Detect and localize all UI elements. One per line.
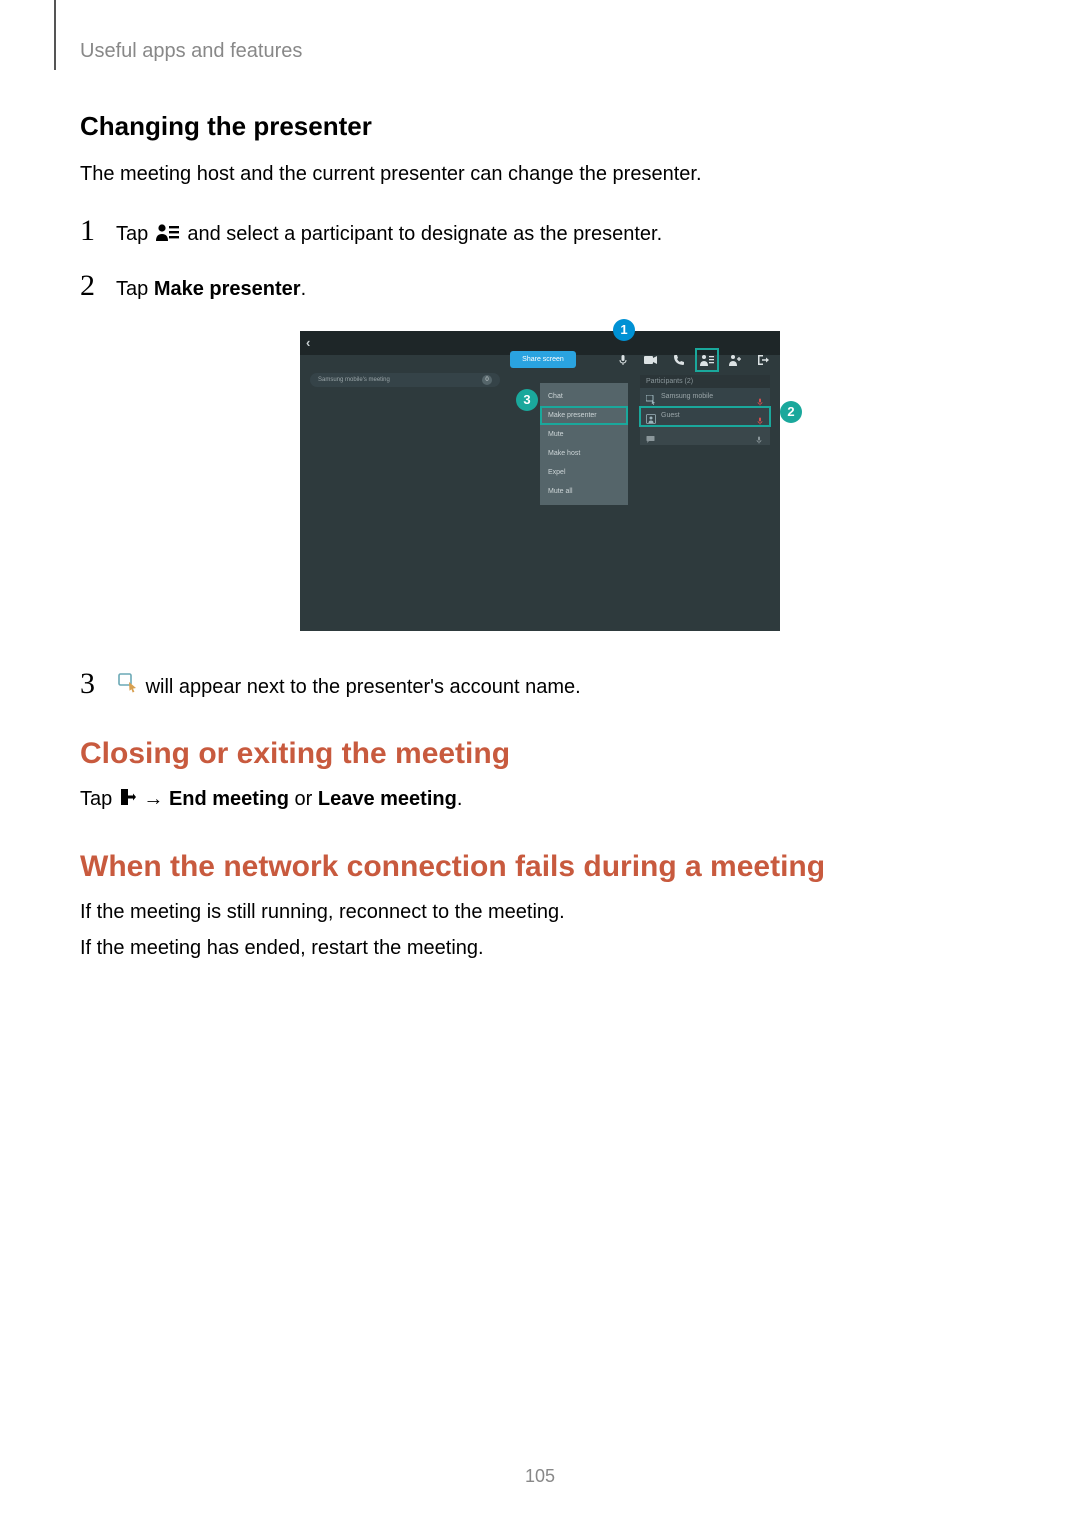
participant-2-avatar-icon: [646, 411, 656, 421]
section2-text: Tap → End meeting or Leave meeting.: [80, 785, 1000, 814]
section-title-network: When the network connection fails during…: [80, 850, 1000, 884]
s2-bold1: End meeting: [169, 788, 289, 810]
mic-mute-icon: [755, 431, 764, 440]
callout-3: 3: [516, 389, 538, 411]
step-1: 1 Tap and select a participant to design…: [80, 216, 1000, 249]
menu-item-chat: Chat: [540, 387, 628, 406]
s2-post: .: [457, 788, 463, 810]
meeting-title-text: Samsung mobile's meeting: [318, 377, 390, 383]
participant-2-name: Guest: [661, 412, 751, 419]
s2-or: or: [289, 788, 318, 810]
callout-2: 2: [780, 401, 802, 423]
menu-item-mute-all: Mute all: [540, 482, 628, 501]
menu-item-make-presenter: Make presenter: [540, 406, 628, 425]
participant-2-mic-icon: [756, 412, 764, 420]
participants-icon: [698, 351, 716, 369]
ss-top-icons: [614, 351, 772, 369]
presenter-pointer-icon-inline: [118, 673, 138, 701]
step2-pre: Tap: [116, 278, 154, 300]
s2-arrow: →: [143, 788, 169, 810]
page-margin-line: [54, 0, 56, 70]
participants-bottom-row: [640, 426, 770, 445]
exit-door-icon: [120, 786, 136, 814]
add-person-icon: [726, 351, 744, 369]
screenshot-container: 1 2 3 ‹ Share screen: [80, 331, 1000, 631]
section1-intro: The meeting host and the current present…: [80, 160, 1000, 188]
step-number-1: 1: [80, 216, 116, 246]
step3-post: will appear next to the presenter's acco…: [146, 676, 581, 698]
menu-item-mute: Mute: [540, 425, 628, 444]
participant-row-1: Samsung mobile: [640, 388, 770, 407]
presenter-pointer-icon: [646, 392, 656, 402]
participant-1-mic-icon: [756, 393, 764, 401]
chat-bubble-icon: [646, 431, 655, 440]
step-2-text: Tap Make presenter.: [116, 271, 306, 303]
s2-bold2: Leave meeting: [318, 788, 457, 810]
step1-post: and select a participant to designate as…: [187, 223, 662, 245]
share-screen-button: Share screen: [510, 351, 576, 368]
menu-item-expel: Expel: [540, 463, 628, 482]
header-breadcrumb: Useful apps and features: [80, 40, 1000, 63]
meeting-title-badge: 0: [482, 375, 492, 385]
participant-1-name: Samsung mobile: [661, 393, 751, 400]
section-title-changing-presenter: Changing the presenter: [80, 111, 1000, 142]
callout-1: 1: [613, 319, 635, 341]
participants-header: Participants (2): [640, 375, 770, 388]
phone-icon: [670, 351, 688, 369]
section-title-closing: Closing or exiting the meeting: [80, 737, 1000, 771]
step-number-3: 3: [80, 669, 116, 699]
step-number-2: 2: [80, 271, 116, 301]
app-screenshot: ‹ Share screen: [300, 331, 780, 631]
section3-line2: If the meeting has ended, restart the me…: [80, 934, 1000, 962]
menu-item-make-host: Make host: [540, 444, 628, 463]
step2-post: .: [301, 278, 307, 300]
participant-context-menu: Chat Make presenter Mute Make host Expel…: [540, 383, 628, 505]
back-chevron-icon: ‹: [306, 335, 310, 350]
page-number: 105: [0, 1466, 1080, 1487]
page-content: Useful apps and features Changing the pr…: [0, 0, 1080, 962]
camera-icon: [642, 351, 660, 369]
meeting-title-pill: Samsung mobile's meeting 0: [310, 373, 500, 387]
s2-pre: Tap: [80, 788, 118, 810]
step-3: 3 will appear next to the presenter's ac…: [80, 669, 1000, 702]
exit-icon: [754, 351, 772, 369]
step-3-text: will appear next to the presenter's acco…: [116, 669, 581, 702]
participant-row-2: Guest: [640, 407, 770, 426]
step-1-text: Tap and select a participant to designat…: [116, 216, 662, 249]
participants-panel: Participants (2) Samsung mobile Guest: [640, 375, 770, 445]
step2-bold: Make presenter: [154, 278, 301, 300]
step-2: 2 Tap Make presenter.: [80, 271, 1000, 303]
step1-pre: Tap: [116, 223, 154, 245]
participants-list-icon: [156, 221, 180, 249]
mic-icon: [614, 351, 632, 369]
section3-line1: If the meeting is still running, reconne…: [80, 898, 1000, 926]
